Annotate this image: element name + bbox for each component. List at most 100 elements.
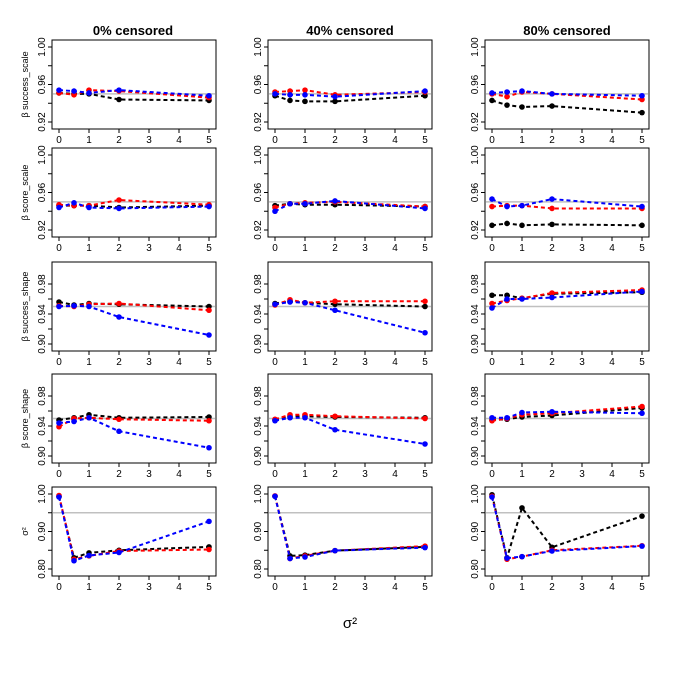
y-tick-label: 0.96 [470, 182, 481, 202]
y-tick-label: 0.94 [253, 416, 264, 436]
y-tick-label: 0.98 [253, 386, 264, 406]
panel-r4-c1: 0 1 2 3 4 5 0.80 0.90 1.00 [253, 484, 433, 593]
data-point-blue [332, 93, 338, 100]
panel-frame [51, 147, 217, 238]
data-point-blue [549, 548, 555, 554]
panel-r4-c2: 0 1 2 3 4 5 0.80 0.90 1.00 [470, 484, 650, 593]
x-tick-label: 2 [332, 357, 338, 368]
x-tick-label: 2 [116, 357, 122, 368]
panel-frame [51, 261, 217, 352]
y-tick-label: 0.90 [253, 334, 264, 354]
data-point-blue [519, 553, 525, 560]
x-tick-label: 2 [332, 135, 338, 146]
x-tick-label: 2 [332, 243, 338, 254]
data-point-red [639, 403, 645, 410]
x-tick-label: 5 [639, 582, 645, 593]
x-tick-label: 5 [206, 357, 212, 368]
series-line-blue [491, 496, 643, 560]
x-tick-label: 5 [422, 243, 428, 254]
data-point-blue [272, 91, 278, 97]
data-point-blue [71, 418, 77, 425]
x-tick-label: 1 [519, 582, 525, 593]
data-point-blue [639, 543, 645, 549]
y-tick-label: 0.98 [37, 386, 48, 406]
data-point-blue [302, 92, 308, 98]
y-tick-label: 0.90 [37, 521, 48, 541]
y-tick-label: 0.90 [470, 334, 481, 354]
x-tick-label: 1 [302, 243, 308, 254]
data-point-red [206, 546, 212, 553]
x-tick-label: 5 [206, 469, 212, 480]
data-point-blue [549, 196, 555, 202]
panel-r3-c1: 0 1 2 3 4 5 0.90 0.94 0.98 [253, 373, 433, 480]
x-tick-label: 2 [116, 243, 122, 254]
y-tick-label: 0.96 [470, 74, 481, 94]
data-point-blue [86, 303, 92, 310]
x-axis-label: σ² [343, 615, 357, 632]
data-point-blue [422, 544, 428, 551]
panel-r3-c0: 0 1 2 3 4 5 0.90 0.94 0.98 β score_shape [20, 373, 217, 480]
y-tick-label: 0.92 [37, 112, 48, 132]
data-point-red [116, 197, 122, 203]
data-point-black [504, 102, 510, 108]
data-point-blue [504, 203, 510, 210]
x-tick-label: 3 [146, 469, 152, 480]
x-tick-label: 4 [176, 243, 182, 254]
x-tick-label: 5 [639, 469, 645, 480]
panel-r3-c2: 0 1 2 3 4 5 0.90 0.94 0.98 [470, 373, 650, 480]
data-point-red [116, 300, 122, 307]
series-line-blue [274, 416, 426, 445]
y-axis-label: β success_shape [20, 272, 30, 342]
series-line-black [274, 94, 426, 103]
data-point-blue [489, 196, 495, 202]
panel-r0-c2: 0 1 2 3 4 5 0.92 0.96 1.00 [470, 37, 650, 146]
data-point-red [504, 93, 510, 100]
series-line-blue [58, 496, 210, 563]
panel-r2-c1: 0 1 2 3 4 5 0.90 0.94 0.98 [253, 261, 433, 368]
x-tick-label: 0 [272, 243, 278, 254]
data-point-blue [206, 444, 212, 451]
data-point-blue [639, 92, 645, 99]
x-tick-label: 3 [146, 357, 152, 368]
data-point-blue [519, 409, 525, 416]
y-tick-label: 1.00 [253, 37, 264, 57]
x-tick-label: 3 [146, 135, 152, 146]
x-tick-label: 2 [116, 469, 122, 480]
data-point-blue [489, 305, 495, 311]
data-point-black [639, 513, 645, 519]
x-tick-label: 0 [272, 135, 278, 146]
y-axis-label: β score_scale [20, 165, 30, 221]
data-point-black [519, 104, 525, 110]
y-tick-label: 0.80 [37, 559, 48, 579]
x-tick-label: 5 [639, 135, 645, 146]
data-point-black [504, 220, 510, 227]
y-tick-label: 0.98 [253, 274, 264, 294]
y-tick-label: 0.90 [253, 446, 264, 466]
data-point-blue [56, 87, 62, 93]
series-line-black [491, 222, 643, 227]
y-tick-label: 0.90 [470, 521, 481, 541]
data-point-red [206, 417, 212, 424]
x-tick-label: 1 [519, 357, 525, 368]
x-tick-label: 4 [609, 582, 615, 593]
data-point-red [332, 413, 338, 420]
data-point-black [302, 98, 308, 105]
data-point-red [422, 298, 428, 305]
panel-r1-c0: 0 1 2 3 4 5 0.92 0.96 1.00 β score_scale [20, 145, 217, 254]
x-tick-label: 0 [272, 469, 278, 480]
data-point-blue [71, 88, 77, 94]
y-tick-label: 0.80 [470, 559, 481, 579]
data-point-blue [422, 441, 428, 447]
x-tick-label: 1 [86, 469, 92, 480]
y-tick-label: 0.92 [253, 220, 264, 240]
data-point-red [489, 300, 495, 307]
data-point-red [549, 205, 555, 212]
x-tick-label: 5 [422, 357, 428, 368]
panel-r1-c1: 0 1 2 3 4 5 0.92 0.96 1.00 [253, 145, 433, 254]
x-tick-label: 3 [362, 243, 368, 254]
x-tick-label: 0 [489, 243, 495, 254]
y-tick-label: 0.96 [253, 74, 264, 94]
data-point-blue [287, 299, 293, 305]
series-line-blue [491, 290, 643, 309]
